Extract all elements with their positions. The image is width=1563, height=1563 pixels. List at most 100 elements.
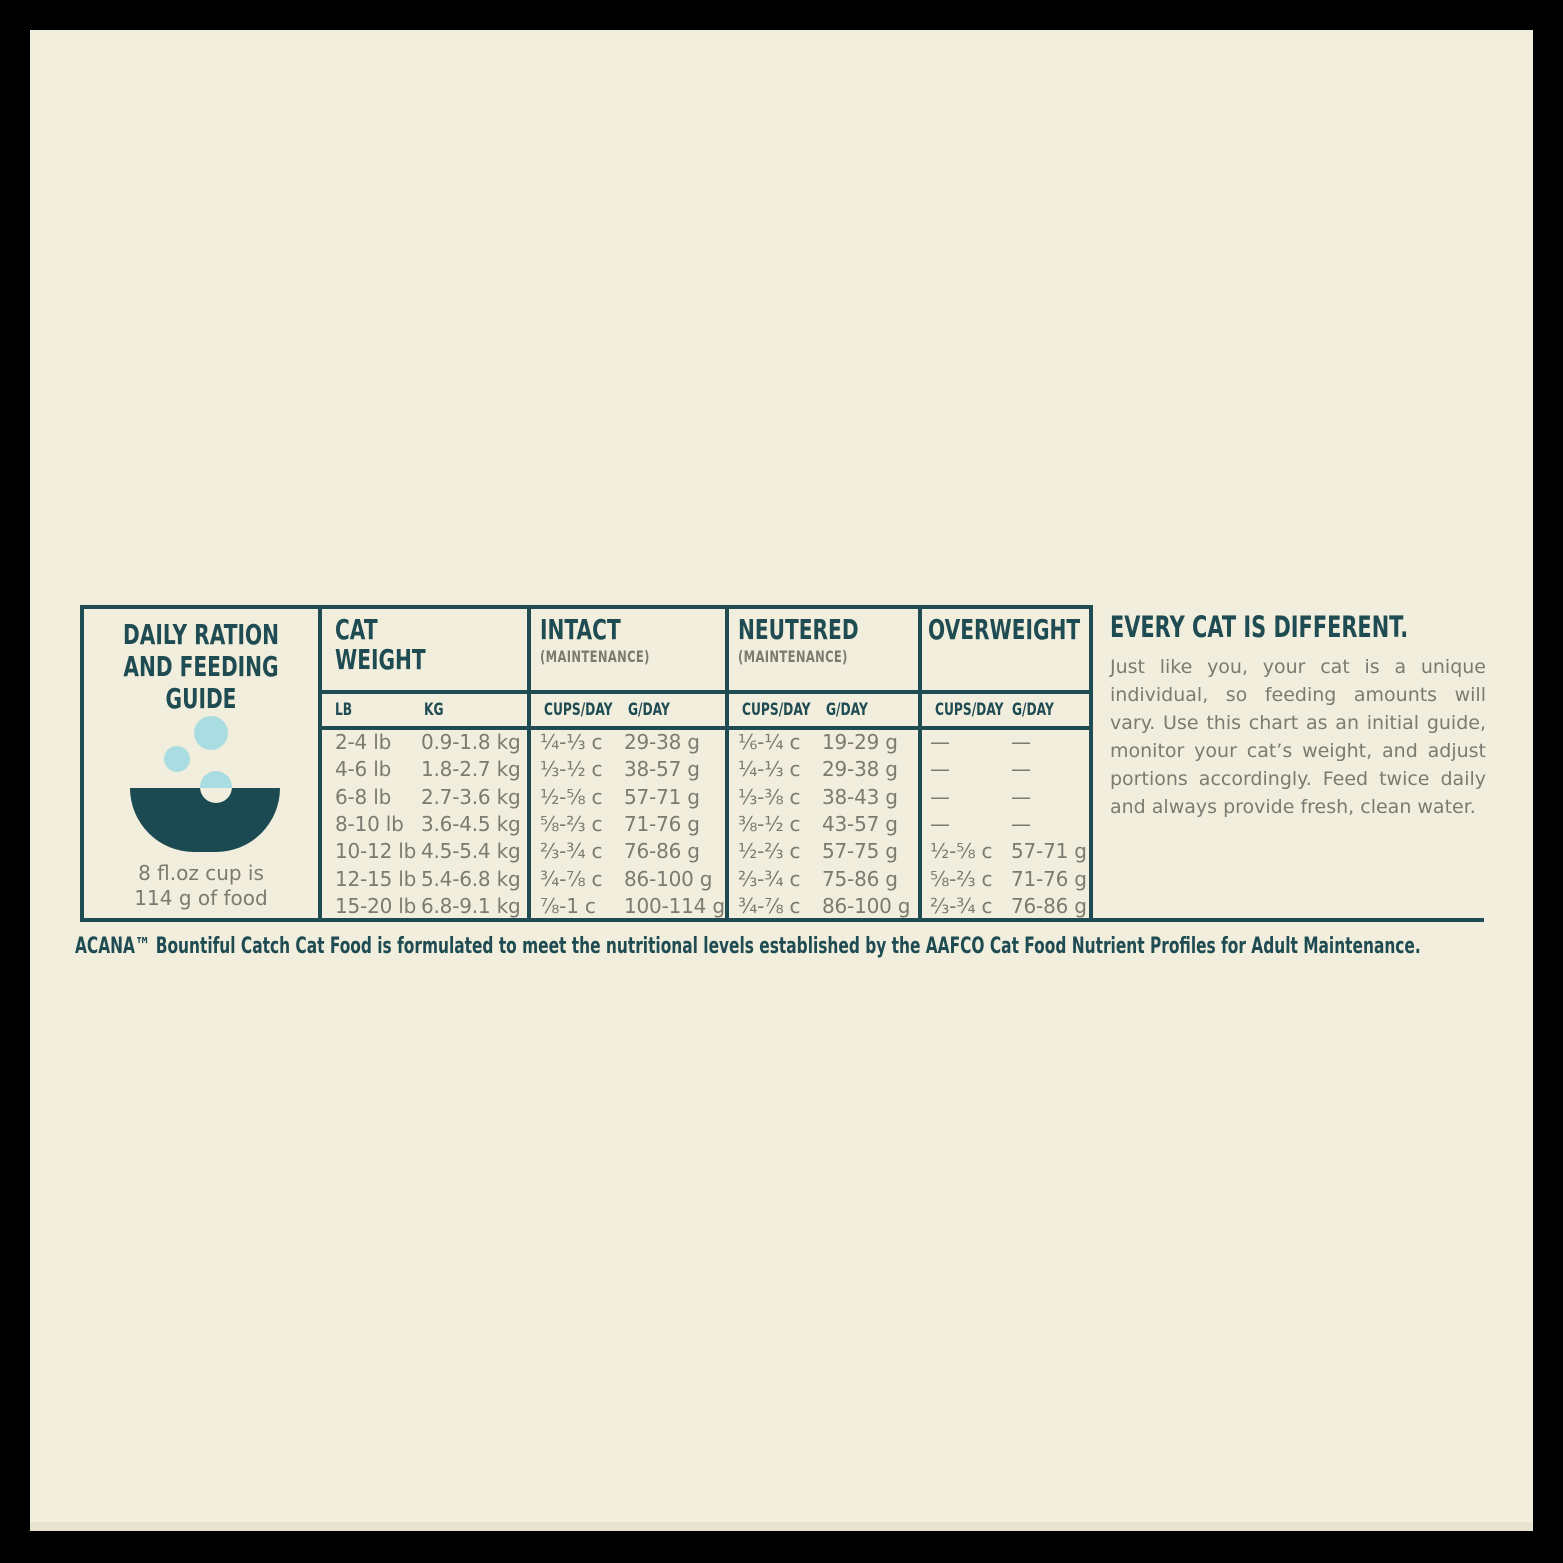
column-header-overweight: OVERWEIGHT [928,615,1080,645]
panel-title-line2: AND FEEDING GUIDE [123,650,279,715]
neutered-title: NEUTERED [738,613,859,646]
cell-kg: 1.8-2.7 kg [421,757,521,782]
kibble-dot-icon [200,771,232,803]
column-header-intact: INTACT (MAINTENANCE) [540,615,650,669]
cell-neutered-cups: ½-⅔ c [738,839,801,864]
panel-title: DAILY RATION AND FEEDING GUIDE [117,619,285,715]
table-row: 12-15 lb 5.4-6.8 kg ¾-⅞ c 86-100 g ⅔-¾ c… [318,867,1089,891]
bottom-shadow [30,1522,1533,1531]
table-row: 2-4 lb 0.9-1.8 kg ¼-⅓ c 29-38 g ⅙-¼ c 19… [318,730,1089,754]
cell-neutered-g: 19-29 g [822,730,898,754]
cell-overweight-cups: ⅝-⅔ c [930,866,993,891]
cell-overweight-cups: — [930,757,950,782]
cell-kg: 3.6-4.5 kg [421,811,521,836]
cell-overweight-cups: — [930,730,950,754]
cell-lb: 15-20 lb [335,893,417,918]
cell-neutered-cups: ⅙-¼ c [738,730,801,754]
cell-lb: 4-6 lb [335,757,392,782]
cell-kg: 6.8-9.1 kg [421,893,521,918]
cell-overweight-g: — [1011,784,1031,809]
intact-title: INTACT [540,613,621,646]
table-gridline [918,609,922,918]
cat-weight-line1: CAT [335,613,378,646]
aafco-statement: ACANA™ Bountiful Catch Cat Food is formu… [75,934,1563,959]
cell-intact-g: 29-38 g [624,730,700,754]
cell-intact-g: 71-76 g [624,811,700,836]
cell-intact-g: 86-100 g [624,866,713,891]
table-row: 6-8 lb 2.7-3.6 kg ½-⅝ c 57-71 g ⅓-⅜ c 38… [318,785,1089,809]
cell-neutered-g: 43-57 g [822,811,898,836]
table-gridline [318,609,322,918]
cell-intact-g: 57-71 g [624,784,700,809]
overweight-title: OVERWEIGHT [928,613,1081,646]
cell-neutered-cups: ¾-⅞ c [738,893,801,918]
cell-neutered-g: 29-38 g [822,757,898,782]
panel-title-line1: DAILY RATION [123,618,279,651]
cell-kg: 0.9-1.8 kg [421,730,521,754]
cell-overweight-g: — [1011,730,1031,754]
feeding-guide-table: DAILY RATION AND FEEDING GUIDE 8 fl.oz c… [80,605,1093,922]
cell-neutered-g: 38-43 g [822,784,898,809]
kibble-dot-icon [194,716,228,750]
cell-overweight-cups: — [930,811,950,836]
subheader-neutered-cups: CUPS/DAY [742,700,811,720]
cell-overweight-cups: ½-⅝ c [930,839,993,864]
cell-intact-cups: ⅞-1 c [540,893,596,918]
subheader-intact-g: G/DAY [628,700,670,720]
cell-overweight-g: 57-71 g [1011,839,1087,864]
column-header-neutered: NEUTERED (MAINTENANCE) [738,615,859,669]
cell-lb: 8-10 lb [335,811,404,836]
cell-lb: 2-4 lb [335,730,392,754]
cell-overweight-cups: — [930,784,950,809]
subheader-overweight-cups: CUPS/DAY [935,700,1004,720]
cell-intact-g: 76-86 g [624,839,700,864]
cell-kg: 4.5-5.4 kg [421,839,521,864]
aside-every-cat: EVERY CAT IS DIFFERENT. Just like you, y… [1110,610,1486,821]
cell-neutered-cups: ⅜-½ c [738,811,801,836]
table-row: 15-20 lb 6.8-9.1 kg ⅞-1 c 100-114 g ¾-⅞ … [318,894,1089,918]
cell-intact-g: 100-114 g [624,893,725,918]
cell-intact-cups: ⅓-½ c [540,757,603,782]
cell-neutered-g: 86-100 g [822,893,911,918]
table-row: 10-12 lb 4.5-5.4 kg ⅔-¾ c 76-86 g ½-⅔ c … [318,839,1089,863]
table-gridline [527,609,531,918]
cell-intact-cups: ¾-⅞ c [540,866,603,891]
cell-overweight-g: — [1011,811,1031,836]
subheader-intact-cups: CUPS/DAY [544,700,613,720]
cell-neutered-cups: ¼-⅓ c [738,757,801,782]
cup-note-line2: 114 g of food [134,886,268,910]
cell-intact-cups: ¼-⅓ c [540,730,603,754]
table-gridline [318,690,1089,694]
table-gridline [725,609,729,918]
cell-overweight-g: 71-76 g [1011,866,1087,891]
cell-neutered-cups: ⅓-⅜ c [738,784,801,809]
label-background: DAILY RATION AND FEEDING GUIDE 8 fl.oz c… [30,30,1533,1531]
cell-neutered-g: 75-86 g [822,866,898,891]
table-row: 4-6 lb 1.8-2.7 kg ⅓-½ c 38-57 g ¼-⅓ c 29… [318,757,1089,781]
cell-intact-cups: ½-⅝ c [540,784,603,809]
aafco-text: ACANA™ Bountiful Catch Cat Food is formu… [75,934,1421,959]
kibble-dot-icon [164,746,190,772]
cell-lb: 10-12 lb [335,839,417,864]
aside-heading: EVERY CAT IS DIFFERENT. [1110,610,1409,644]
cell-neutered-cups: ⅔-¾ c [738,866,801,891]
cup-measure-note: 8 fl.oz cup is 114 g of food [84,861,318,911]
table-body: 2-4 lb 0.9-1.8 kg ¼-⅓ c 29-38 g ⅙-¼ c 19… [318,730,1089,918]
subheader-lb: LB [335,700,353,720]
cat-weight-line2: WEIGHT [335,643,426,676]
cell-intact-cups: ⅝-⅔ c [540,811,603,836]
column-header-cat-weight: CAT WEIGHT [335,615,426,675]
neutered-subtitle: (MAINTENANCE) [738,647,848,666]
subheader-neutered-g: G/DAY [826,700,868,720]
intact-subtitle: (MAINTENANCE) [540,647,650,666]
subheader-kg: KG [424,700,444,720]
cup-note-line1: 8 fl.oz cup is [138,861,264,885]
cell-intact-cups: ⅔-¾ c [540,839,603,864]
cell-lb: 6-8 lb [335,784,392,809]
table-row: 8-10 lb 3.6-4.5 kg ⅝-⅔ c 71-76 g ⅜-½ c 4… [318,812,1089,836]
cell-kg: 5.4-6.8 kg [421,866,521,891]
cell-lb: 12-15 lb [335,866,417,891]
cell-overweight-g: — [1011,757,1031,782]
cell-overweight-g: 76-86 g [1011,893,1087,918]
